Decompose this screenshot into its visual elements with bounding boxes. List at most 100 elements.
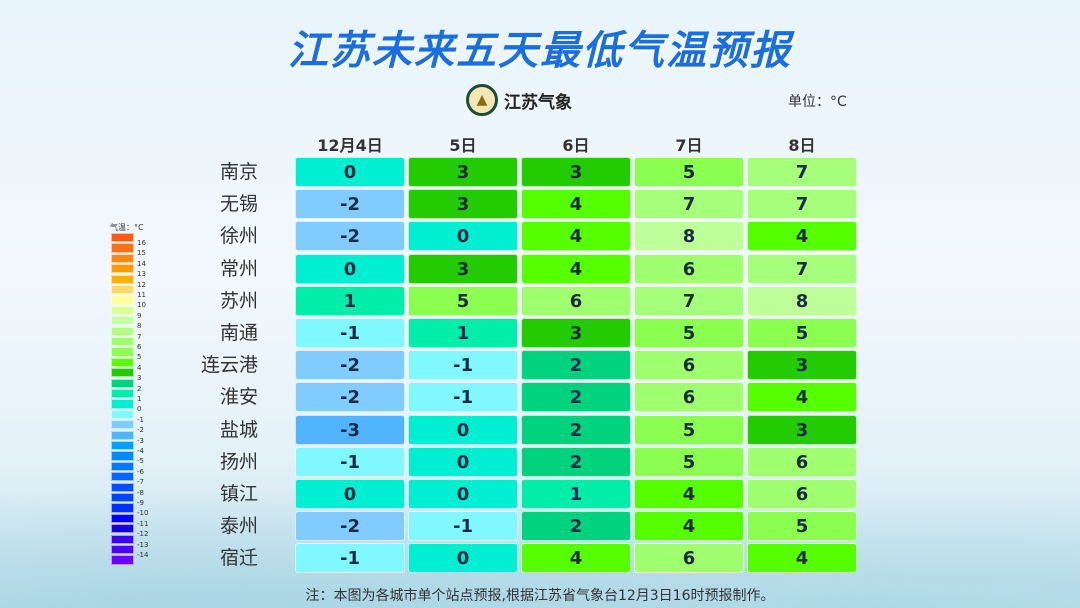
legend-label: 9 (137, 311, 142, 320)
temperature-cell: 1 (295, 285, 405, 316)
legend-label: 2 (137, 384, 142, 393)
legend-swatch (111, 233, 134, 243)
legend-label: -8 (137, 488, 144, 497)
temperature-cell: 4 (747, 543, 857, 574)
temperature-cell: 5 (634, 318, 744, 348)
city-label: 常州 (219, 257, 258, 280)
temperature-cell: 4 (521, 189, 631, 220)
legend-label: -12 (137, 530, 149, 539)
column-header: 12月4日 (317, 136, 383, 155)
logo-text: 江苏气象 (504, 92, 572, 113)
legend-swatch (111, 451, 134, 461)
temperature-cell: 4 (521, 543, 631, 574)
temperature-cell: 2 (521, 511, 631, 542)
temperature-cell: 3 (408, 157, 518, 187)
legend-swatch (111, 545, 134, 555)
temperature-cell: 2 (521, 414, 631, 445)
legend-label: 15 (137, 249, 146, 258)
column-header: 8日 (788, 136, 816, 155)
legend-swatch (111, 409, 134, 419)
legend-swatch (111, 347, 134, 357)
temperature-cell: 4 (747, 382, 857, 413)
temperature-cell: 0 (408, 543, 518, 574)
temperature-cell: 8 (747, 285, 857, 316)
city-label: 宿迁 (219, 547, 258, 570)
temperature-cell: 0 (408, 446, 518, 477)
legend-title: 气温：°C (110, 223, 144, 232)
legend-label: 10 (137, 301, 146, 310)
temperature-cell: 5 (747, 511, 857, 542)
temperature-cell: 6 (634, 350, 744, 381)
temperature-cell: 3 (521, 157, 631, 187)
legend-swatch (111, 441, 134, 451)
temperature-cell: -1 (408, 382, 518, 413)
temperature-cell: 4 (747, 221, 857, 252)
temperature-cell: 2 (521, 446, 631, 477)
legend-swatch (111, 503, 134, 513)
legend-label: -14 (137, 551, 149, 559)
legend-label: 14 (137, 259, 146, 268)
legend-swatch (111, 357, 134, 367)
legend-swatch (111, 264, 134, 274)
temperature-cell: 2 (521, 382, 631, 413)
legend-label: 13 (137, 270, 146, 279)
temperature-cell: -3 (295, 414, 405, 445)
column-header: 5日 (449, 136, 477, 155)
temperature-cell: 0 (295, 157, 405, 187)
column-header: 7日 (675, 136, 703, 155)
legend-label: -9 (137, 499, 144, 507)
legend-label: 7 (137, 332, 142, 341)
legend-swatch (111, 493, 134, 503)
temperature-cell: 4 (521, 221, 631, 252)
legend-swatch (111, 461, 134, 471)
temperature-cell: -2 (295, 350, 405, 381)
temperature-cell: 5 (747, 318, 857, 348)
legend-swatch (111, 316, 134, 326)
legend-label: 4 (137, 363, 142, 372)
legend-swatch (111, 274, 134, 284)
legend-swatch (111, 524, 134, 534)
legend-label: 6 (137, 343, 142, 351)
temperature-cell: 6 (634, 253, 744, 284)
temperature-cell: -1 (408, 511, 518, 542)
legend-swatch (111, 253, 134, 263)
legend-label: 5 (137, 353, 142, 362)
legend-label: 11 (137, 291, 146, 299)
temperature-cell: 7 (747, 253, 857, 284)
legend-label: -7 (137, 478, 144, 487)
legend-swatch (111, 295, 134, 305)
temperature-cell: 0 (295, 253, 405, 284)
legend-swatch (111, 305, 134, 315)
temperature-cell: 1 (521, 479, 631, 509)
temperature-cell: -1 (295, 446, 405, 477)
temperature-cell: 6 (747, 479, 857, 509)
temperature-cell: 4 (634, 479, 744, 509)
unit-label: 单位：°C (788, 94, 847, 110)
logo: ▲ 江苏气象 (466, 84, 572, 116)
city-label: 苏州 (219, 289, 258, 312)
temperature-cell: 7 (634, 189, 744, 220)
temperature-cell: 6 (634, 543, 744, 574)
city-label: 无锡 (219, 193, 258, 216)
temperature-cell: -1 (295, 318, 405, 348)
temperature-cell: -1 (295, 543, 405, 574)
temperature-cell: 0 (408, 221, 518, 252)
temperature-cell: 5 (408, 285, 518, 316)
legend-label: -13 (137, 540, 149, 549)
footnote: 注：本图为各城市单个站点预报,根据江苏省气象台12月3日16时预报制作。 (305, 588, 775, 604)
city-label: 盐城 (219, 418, 258, 441)
legend-label: -4 (137, 447, 144, 455)
temperature-cell: 2 (521, 350, 631, 381)
temperature-cell: 7 (634, 285, 744, 316)
temperature-cell: 6 (634, 382, 744, 413)
legend-swatch (111, 513, 134, 523)
temperature-cell: 0 (408, 414, 518, 445)
legend-swatch (111, 534, 134, 544)
temperature-cell: -2 (295, 189, 405, 220)
temperature-cell: 3 (747, 350, 857, 381)
temperature-cell: 1 (408, 318, 518, 348)
legend-label: -1 (137, 415, 144, 424)
city-label: 泰州 (219, 515, 258, 538)
legend-label: 16 (137, 239, 146, 247)
temperature-cell: 0 (295, 479, 405, 509)
